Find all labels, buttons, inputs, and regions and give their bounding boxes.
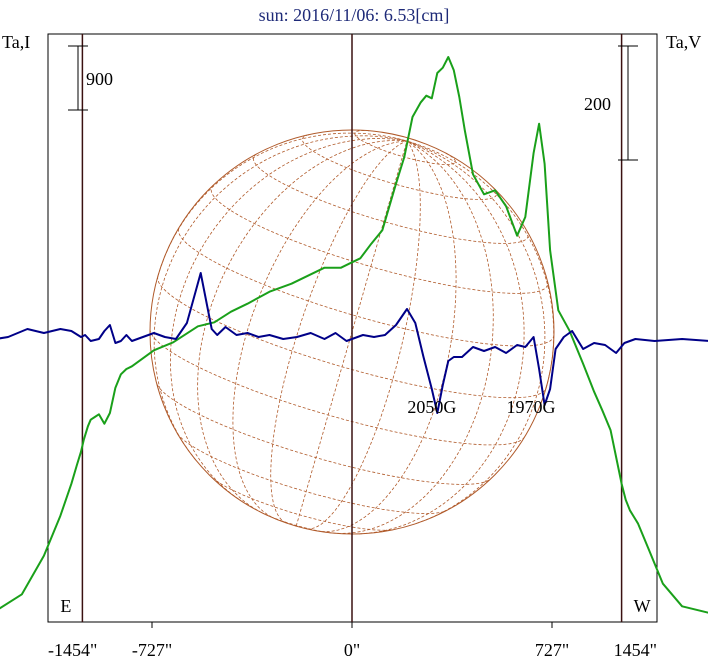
limb-lines xyxy=(81,34,623,622)
longitude-line xyxy=(359,140,525,535)
latitude-line xyxy=(177,433,447,514)
latitude-line xyxy=(149,329,525,446)
west-limb-label: W xyxy=(634,596,651,616)
solar-disk-grid xyxy=(149,129,555,535)
longitude-line xyxy=(270,140,408,524)
x-tick-label: 0" xyxy=(344,640,360,660)
longitude-line xyxy=(295,140,408,527)
x-tick-label: -727" xyxy=(132,640,172,660)
annotation-label: 1970G xyxy=(506,397,555,417)
latitude-line xyxy=(261,512,333,534)
longitude-line xyxy=(406,140,546,524)
x-tick-label: -1454" xyxy=(48,640,97,660)
x-tick-label: 727" xyxy=(535,640,569,660)
scale-bar-right: 200 xyxy=(584,45,638,161)
longitude-line xyxy=(157,132,408,277)
series-intensity-line xyxy=(0,56,708,614)
latitude-line xyxy=(177,228,555,347)
scale-bar-left: 900 xyxy=(68,45,113,111)
y-axis-left-label: Ta,I xyxy=(2,32,30,52)
latitude-line xyxy=(301,134,498,200)
longitude-line xyxy=(406,140,555,388)
longitude-line xyxy=(306,140,421,530)
longitude-line xyxy=(169,138,407,500)
longitude-line xyxy=(316,140,457,533)
series-group xyxy=(0,56,708,614)
east-limb-label: E xyxy=(60,596,71,616)
longitude-line xyxy=(197,140,407,513)
labels-group: -1454" -727" 0" 727" 1454" E W 2050G 1970G xyxy=(48,397,657,660)
longitude-line xyxy=(232,140,407,520)
latitude-line xyxy=(252,153,529,244)
chart-title: sun: 2016/11/06: 6.53[cm] xyxy=(259,5,450,25)
longitude-line xyxy=(332,140,494,534)
annotation-label: 2050G xyxy=(407,397,456,417)
y-axis-right-label: Ta,V xyxy=(666,32,701,52)
series-stokes-v-line xyxy=(0,272,708,414)
x-tick-label: 1454" xyxy=(614,640,657,660)
scale-bar-left-label: 900 xyxy=(86,69,113,89)
longitude-line xyxy=(153,135,407,461)
scale-bar-right-label: 200 xyxy=(584,94,611,114)
latitude-line xyxy=(210,185,549,294)
